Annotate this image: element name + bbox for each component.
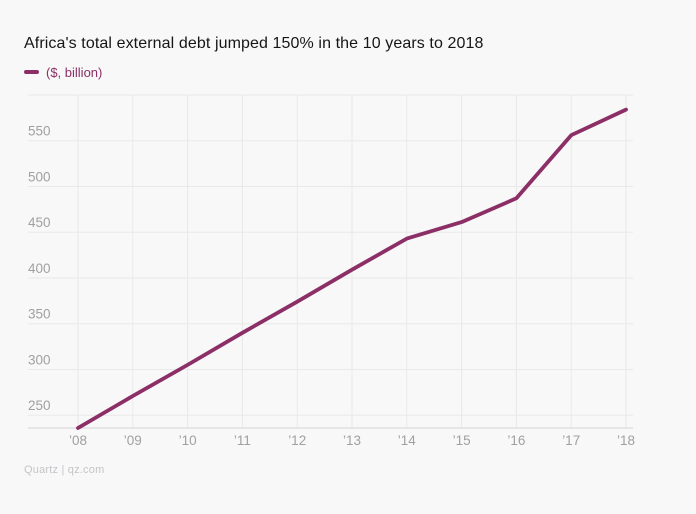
x-tick-label: ’11 xyxy=(234,433,251,448)
x-tick-label: ’15 xyxy=(453,433,471,448)
y-tick-label: 550 xyxy=(28,124,51,139)
y-tick-label: 250 xyxy=(28,398,51,413)
y-tick-label: 500 xyxy=(28,169,51,184)
x-tick-label: ’17 xyxy=(562,433,580,448)
external-debt-line xyxy=(76,107,628,430)
y-tick-label: 450 xyxy=(28,215,51,230)
x-tick-label: ’14 xyxy=(398,433,417,448)
source-attribution: Quartz | qz.com xyxy=(24,464,105,476)
x-tick-label: ’16 xyxy=(507,433,525,448)
legend-label: ($, billion) xyxy=(46,64,103,80)
y-tick-label: 400 xyxy=(28,261,51,276)
y-tick-label: 350 xyxy=(28,307,51,322)
x-tick-label: ’09 xyxy=(124,433,142,448)
chart-title: Africa's total external debt jumped 150%… xyxy=(24,35,484,52)
x-tick-label: ’18 xyxy=(617,433,635,448)
x-tick-label: ’08 xyxy=(69,433,87,448)
x-tick-label: ’13 xyxy=(343,433,361,448)
x-tick-label: ’12 xyxy=(288,433,306,448)
chart-legend: ($, billion) xyxy=(24,64,102,80)
y-tick-label: 300 xyxy=(28,352,51,367)
legend-line-swatch xyxy=(24,70,39,74)
x-tick-label: ’10 xyxy=(179,433,197,448)
